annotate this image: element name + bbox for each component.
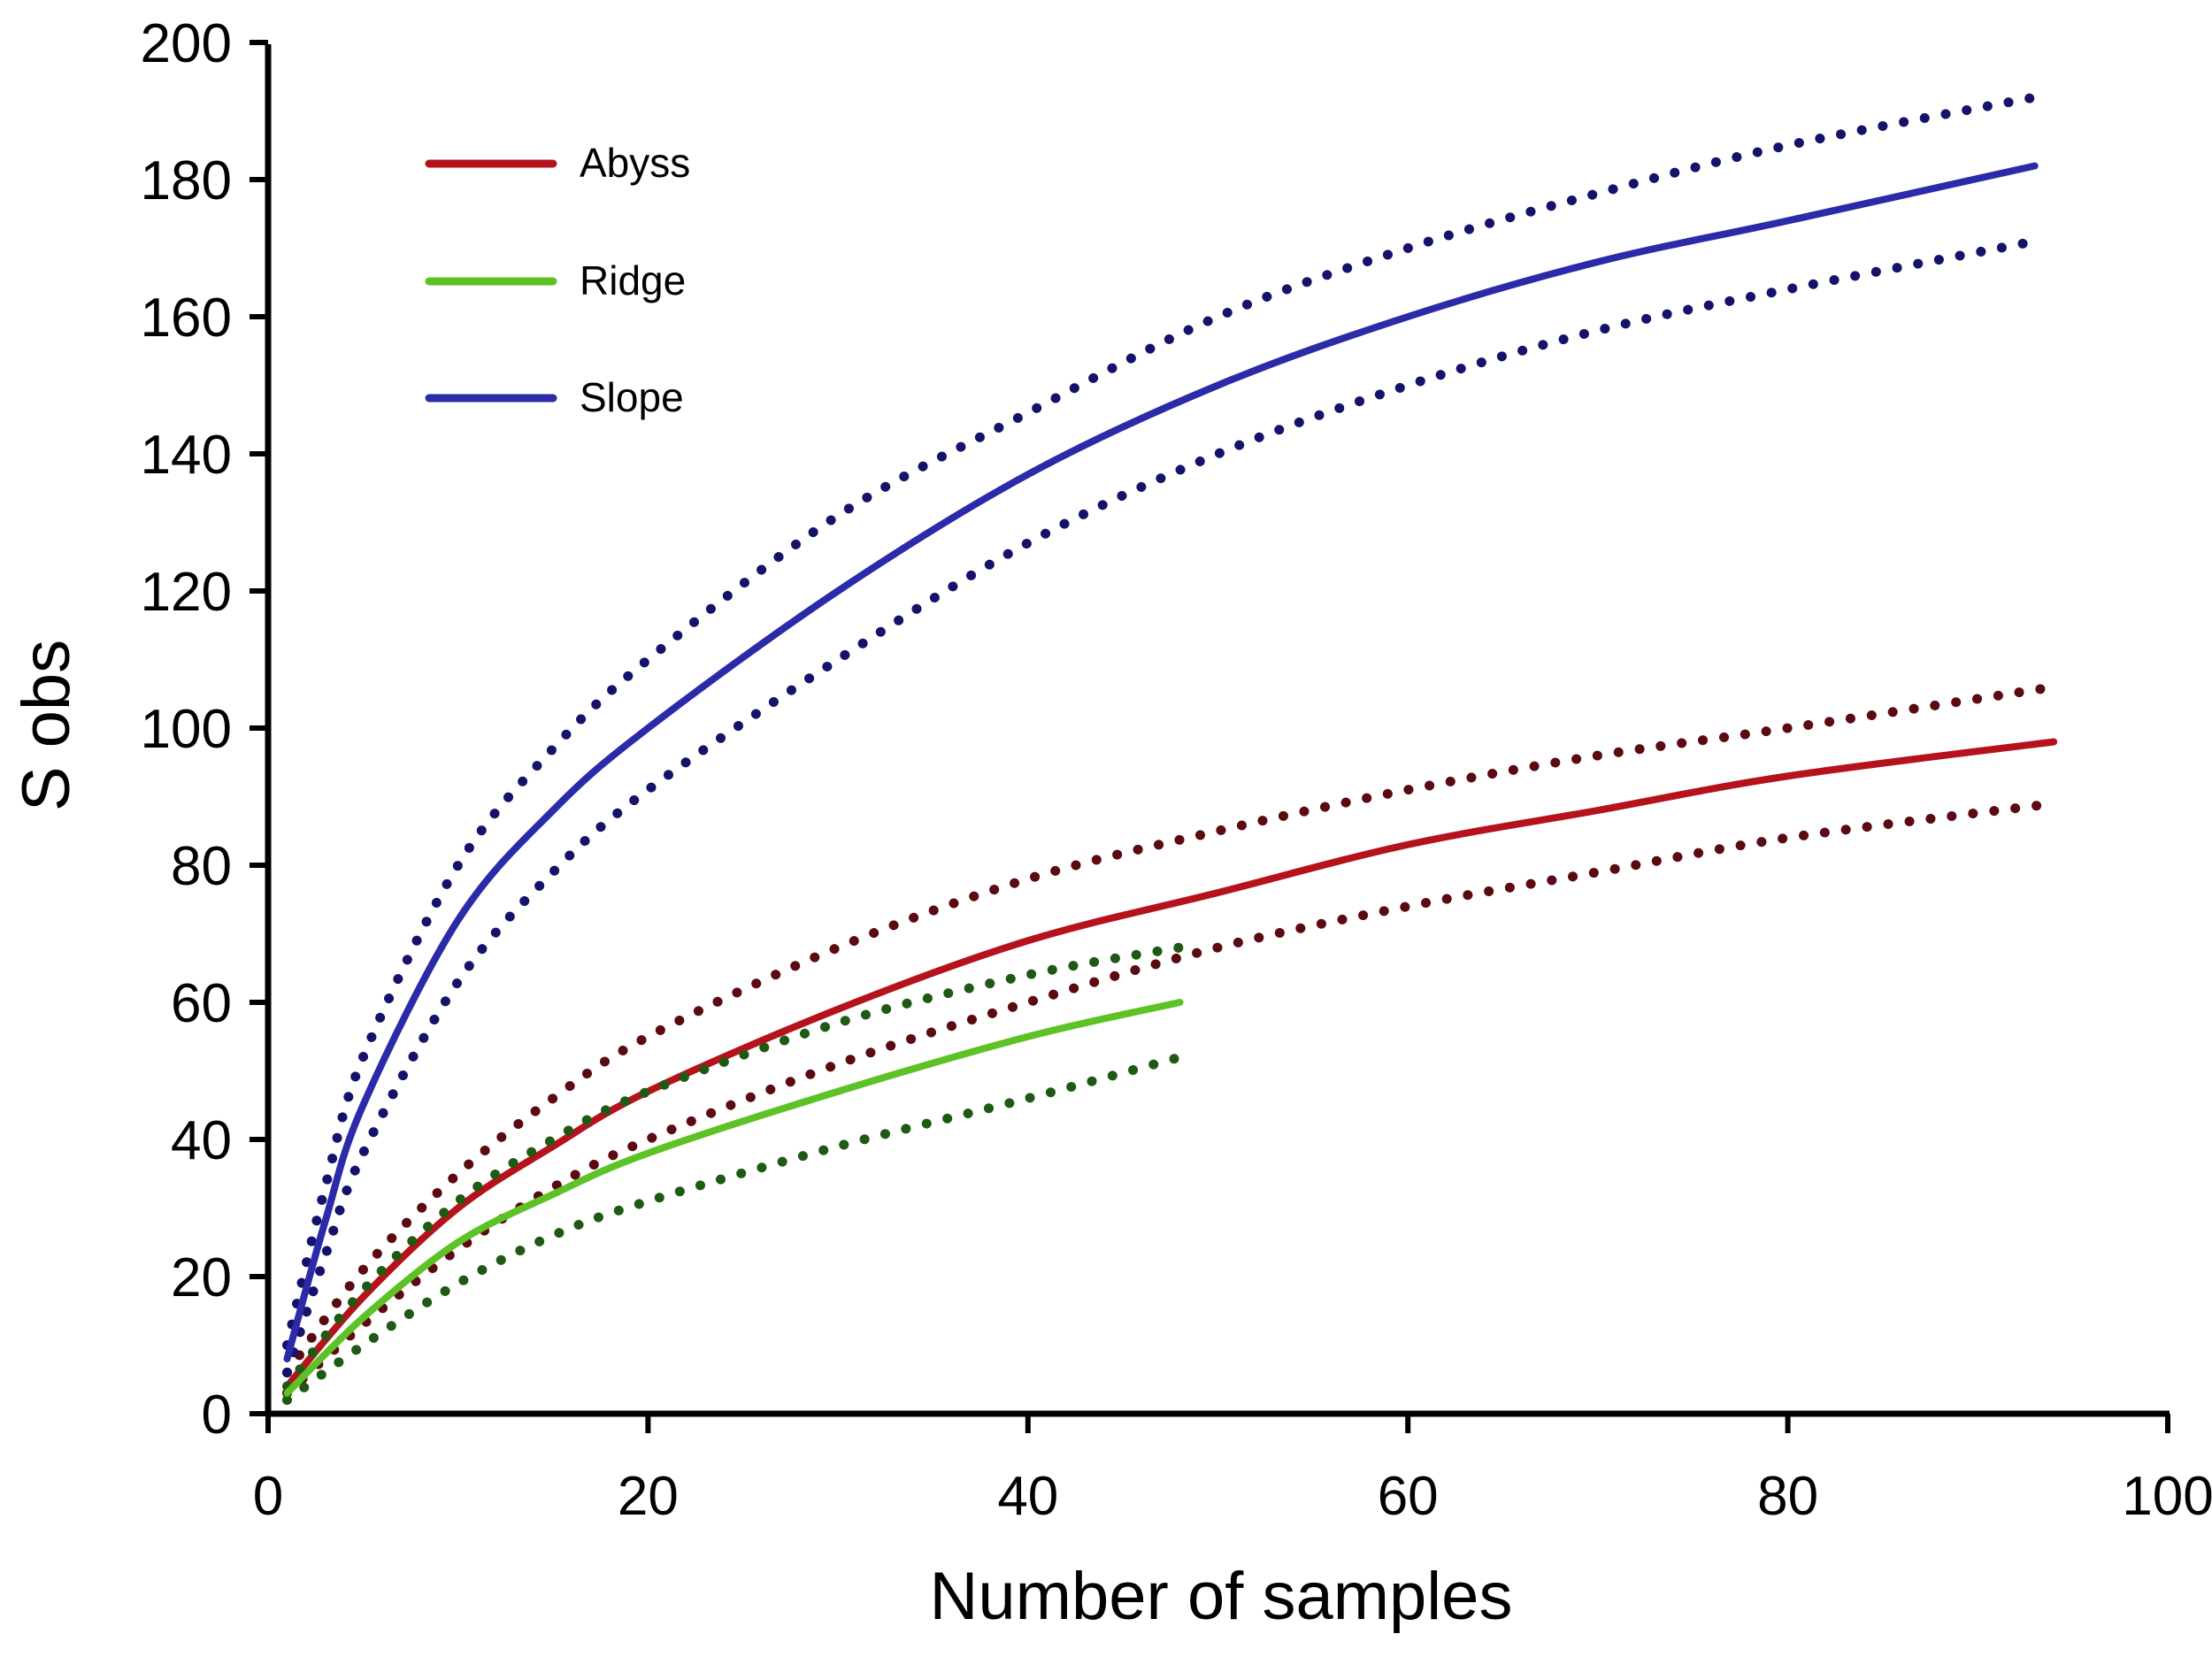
y-axis: 0 20 40 60 80 100 120 140 160 180 200: [141, 13, 272, 1446]
y-tick-label: 100: [141, 699, 232, 760]
y-tick-label: 120: [141, 562, 232, 623]
plot-area: [281, 92, 2059, 1405]
x-tick-label: 40: [997, 1466, 1058, 1527]
y-tick-label: 180: [141, 150, 232, 211]
y-axis-title: S obs: [9, 640, 84, 811]
x-tick-label: 100: [2122, 1466, 2212, 1527]
series-ridge: [281, 942, 1186, 1405]
y-tick-label: 20: [171, 1247, 232, 1308]
x-tick-label: 0: [253, 1466, 283, 1527]
legend-label-ridge: Ridge: [580, 257, 686, 303]
series-slope: [281, 92, 2040, 1377]
y-tick-label: 160: [141, 288, 232, 349]
abyss-mean-line: [283, 738, 2058, 1390]
ridge-mean-line: [283, 999, 1184, 1397]
x-tick-label: 20: [618, 1466, 679, 1527]
y-tick-label: 0: [202, 1385, 232, 1446]
legend-label-abyss: Abyss: [580, 140, 690, 186]
legend-label-slope: Slope: [580, 374, 684, 420]
x-axis-title: Number of samples: [930, 1559, 1513, 1634]
x-tick-label: 60: [1378, 1466, 1439, 1527]
x-axis: 0 20 40 60 80 100: [253, 1410, 2212, 1527]
ridge-ci-lower-line: [281, 1052, 1186, 1405]
legend-item-abyss: Abyss: [425, 140, 690, 186]
y-tick-label: 140: [141, 425, 232, 486]
legend: Abyss Ridge Slope: [425, 140, 690, 420]
y-tick-label: 40: [171, 1110, 232, 1171]
series-abyss: [281, 682, 2059, 1399]
slope-mean-line: [283, 162, 2039, 1362]
y-tick-label: 200: [141, 13, 232, 74]
legend-item-slope: Slope: [425, 374, 684, 420]
ridge-ci-upper-line: [281, 942, 1186, 1392]
abyss-ci-lower-line: [281, 798, 2059, 1399]
y-tick-label: 60: [171, 973, 232, 1034]
x-tick-label: 80: [1757, 1466, 1818, 1527]
abyss-ci-upper-line: [281, 682, 2059, 1377]
y-tick-label: 80: [171, 836, 232, 897]
legend-item-ridge: Ridge: [425, 257, 686, 303]
